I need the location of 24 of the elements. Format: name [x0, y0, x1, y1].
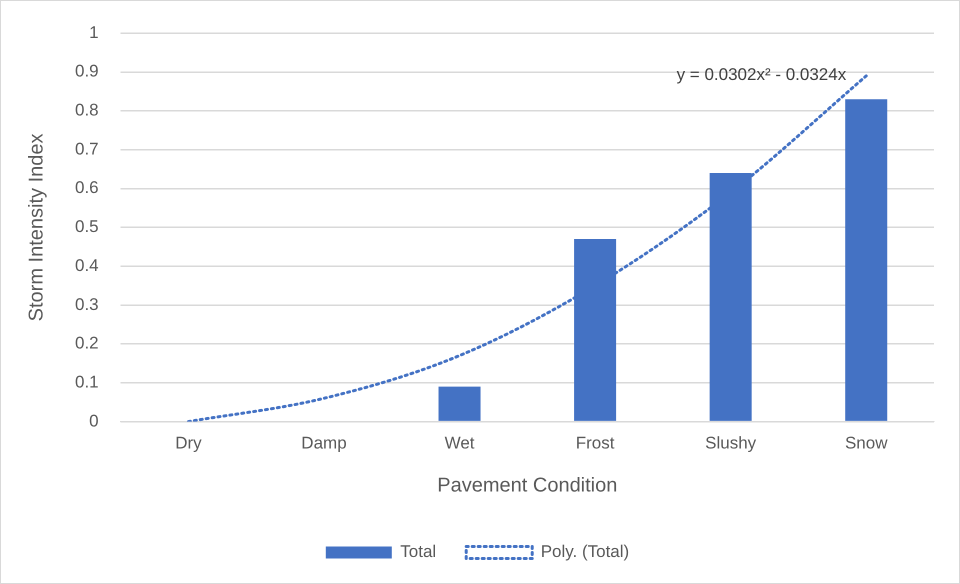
y-tick-label: 0.5: [74, 217, 99, 236]
x-tick-label: Wet: [444, 433, 475, 452]
y-tick-label: 0.7: [74, 139, 99, 158]
bar: [438, 386, 481, 421]
y-axis-title: Storm Intensity Index: [26, 133, 48, 322]
x-tick-label: Damp: [301, 433, 347, 452]
y-tick-label: 0.4: [74, 256, 99, 275]
annotation: y = 0.0302x² - 0.0324x: [676, 64, 847, 84]
y-tick-label: 0.6: [74, 178, 99, 198]
legend-label: Poly. (Total): [540, 542, 630, 562]
x-tick-label: Slushy: [705, 433, 757, 452]
y-tick-label: 0: [89, 411, 99, 430]
x-tick-label: Snow: [844, 433, 888, 452]
x-tick-label: Frost: [576, 433, 615, 452]
x-tick-label: Dry: [175, 433, 202, 452]
y-tick-label: 0.3: [74, 294, 99, 314]
y-tick-label: 1: [89, 22, 99, 42]
bar: [845, 99, 888, 421]
x-axis-title: Pavement Condition: [437, 474, 618, 497]
legend-label: Total: [400, 542, 436, 562]
y-tick-label: 0.2: [74, 334, 99, 353]
y-tick-label: 0.8: [74, 100, 99, 120]
y-tick-label: 0.9: [74, 62, 99, 81]
y-tick-label: 0.1: [74, 372, 99, 392]
